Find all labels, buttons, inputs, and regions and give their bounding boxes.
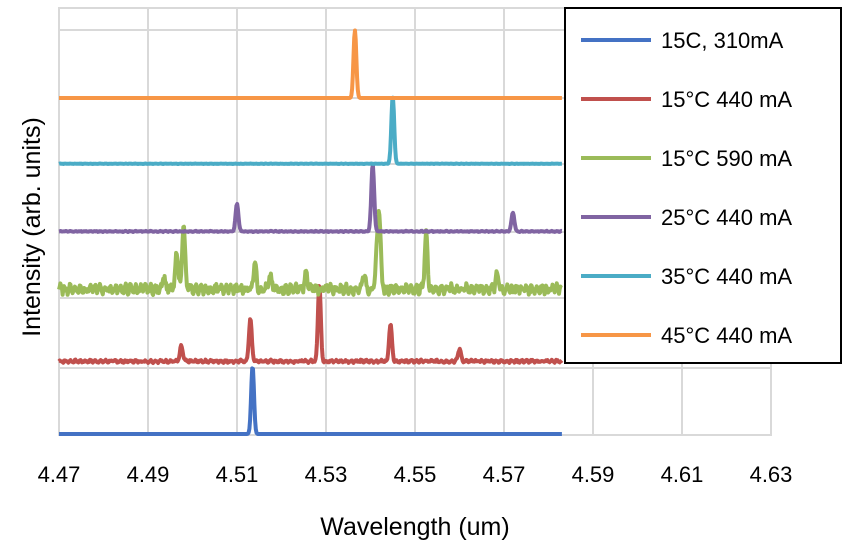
x-tick-label: 4.51 bbox=[216, 462, 259, 487]
x-tick-label: 4.49 bbox=[127, 462, 170, 487]
x-axis-ticks: 4.47 4.49 4.51 4.53 4.55 4.57 4.59 4.61 4.63 bbox=[38, 462, 793, 487]
legend-label-2: 15°C 440 mA bbox=[661, 87, 792, 112]
legend-box bbox=[564, 7, 842, 364]
legend: 15C, 310mA 15°C 440 mA 15°C 590 mA 25°C 440… bbox=[564, 7, 842, 364]
legend-label-3: 15°C 590 mA bbox=[661, 146, 792, 171]
series-line-1 bbox=[57, 366, 564, 436]
legend-label-4: 25°C 440 mA bbox=[661, 205, 792, 230]
series-line-3 bbox=[57, 209, 564, 297]
series-line-4 bbox=[57, 162, 564, 234]
x-tick-label: 4.55 bbox=[394, 462, 437, 487]
y-axis-title: Intensity (arb. units) bbox=[18, 117, 46, 337]
series-line-2 bbox=[57, 284, 564, 365]
series-line-6 bbox=[57, 28, 564, 100]
legend-label-5: 35°C 440 mA bbox=[661, 264, 792, 289]
legend-label-1: 15C, 310mA bbox=[661, 28, 784, 53]
x-tick-label: 4.59 bbox=[572, 462, 615, 487]
x-tick-label: 4.47 bbox=[38, 462, 81, 487]
series-layer bbox=[57, 28, 564, 436]
x-axis-title: Wavelength (um) bbox=[320, 513, 509, 541]
x-tick-label: 4.53 bbox=[305, 462, 348, 487]
x-tick-label: 4.63 bbox=[750, 462, 793, 487]
series-line-5 bbox=[57, 95, 564, 166]
x-tick-label: 4.57 bbox=[483, 462, 526, 487]
legend-label-6: 45°C 440 mA bbox=[661, 323, 792, 348]
x-tick-label: 4.61 bbox=[661, 462, 704, 487]
